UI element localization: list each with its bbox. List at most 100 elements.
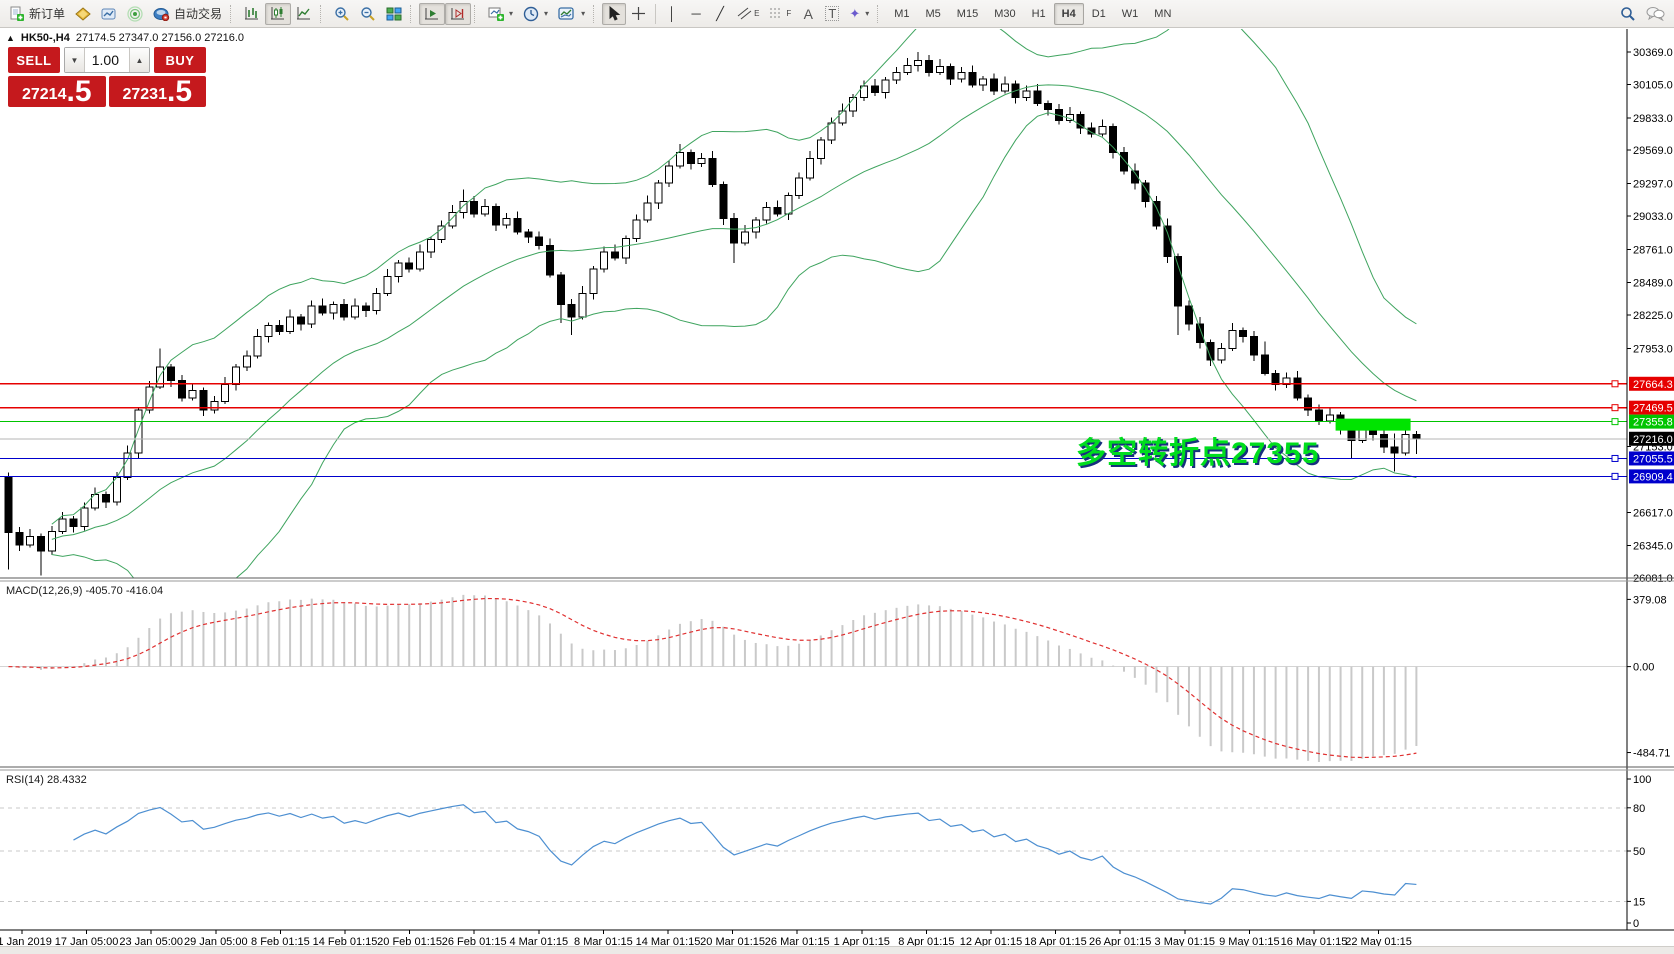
templates-button[interactable]: ▾ [553,3,590,25]
sell-button[interactable]: SELL [8,47,60,73]
auto-scroll-button[interactable] [419,2,446,25]
timeframe-H1[interactable]: H1 [1031,7,1046,20]
crosshair-tool-button[interactable] [626,3,651,25]
level-line-handle[interactable] [1611,454,1619,462]
buy-price-display[interactable]: 27231.5 [108,75,206,108]
level-line-handle[interactable] [1611,404,1619,412]
indicator-dropdown-caret[interactable]: ▾ [509,9,514,18]
timeframe-H4[interactable]: H4 [1053,2,1084,25]
horizontal-line-tool-button[interactable]: ─ [684,3,708,25]
chart-shift-button[interactable] [445,2,472,25]
time-axis-label: 26 Mar 01:15 [765,936,830,948]
volume-value[interactable]: 1.00 [91,52,119,68]
autotrading-icon [153,8,170,21]
chart-shift-icon [451,7,465,19]
cursor-tool-button[interactable] [602,2,627,25]
new-order-button[interactable]: 新订单 [4,3,70,25]
text-tool-button[interactable]: A [796,3,820,25]
toolbar-grip [877,4,883,23]
symbol-collapse-icon[interactable]: ▲ [6,33,15,43]
time-axis-label: 8 Mar 01:15 [574,936,633,948]
rsi-line [73,804,1417,905]
status-bar [0,946,1674,954]
timeframe-D1[interactable]: D1 [1091,7,1106,20]
search-button[interactable] [1615,3,1641,25]
candle-bullish [816,139,825,160]
autotrading-button[interactable]: 自动交易 [148,3,227,25]
candle-bullish [156,366,165,388]
candle-bullish [1228,329,1237,350]
candle-bullish [253,335,262,357]
shapes-dropdown-caret[interactable]: ▾ [865,9,870,18]
candle-bearish [296,316,305,325]
timeframe-W1[interactable]: W1 [1121,7,1139,20]
candle-bullish [210,400,219,411]
market-watch-button[interactable] [96,3,122,25]
add-indicator-button[interactable]: ▾ [483,3,518,25]
templates-dropdown-caret[interactable]: ▾ [581,9,586,18]
bollinger-upper-line [51,29,1417,525]
buy-button[interactable]: BUY [154,47,206,73]
sell-price-display[interactable]: 27214.5 [8,76,106,107]
level-line-handle[interactable] [1611,418,1619,426]
price-tick-label: 26081.0 [1633,573,1673,585]
line-chart-button[interactable] [291,3,317,25]
candle-bullish [881,79,890,93]
timeframe-MN[interactable]: MN [1154,7,1172,20]
vertical-line-tool-button[interactable]: │ [660,3,684,25]
timeframe-M1[interactable]: M1 [894,7,910,20]
volume-increase-button[interactable]: ▲ [129,48,149,72]
current-price-label-box [1629,431,1674,446]
toolbar-grip [593,4,599,23]
candlestick-chart-button[interactable] [265,2,292,25]
market-watch-icon [101,8,116,19]
shapes-icon: ✦ [849,6,861,21]
candle-bearish [1087,127,1096,135]
candle-bearish [1174,256,1183,307]
price-level-label-box [1629,469,1674,484]
fibonacci-tool-button[interactable]: F [764,3,796,25]
candle-bullish [762,207,771,221]
periods-button[interactable]: ▾ [518,3,553,25]
symbol-name: HK50-,H4 [20,32,70,44]
level-line-handle[interactable] [1611,472,1619,480]
candle-bullish [481,205,490,215]
buy-price-main: 27231 [122,86,167,103]
timeframe-M30[interactable]: M30 [994,7,1016,20]
candle-bullish [654,182,663,204]
periods-dropdown-caret[interactable]: ▾ [544,9,549,18]
timeframe-M5[interactable]: M5 [925,7,941,20]
price-level-label-text: 26909.4 [1633,471,1673,483]
rsi-axis-label: 100 [1633,774,1651,786]
candle-bullish [827,122,836,141]
channel-tool-button[interactable]: E [732,3,764,25]
candle-bearish [567,304,576,318]
candle-bullish [751,219,760,233]
zoom-out-button[interactable] [355,3,381,25]
volume-decrease-button[interactable]: ▼ [65,48,85,72]
timeframe-M15[interactable]: M15 [956,7,979,20]
trendline-tool-button[interactable]: ╱ [708,3,732,25]
bar-chart-button[interactable] [239,3,265,25]
shapes-tool-button[interactable]: ✦ ▾ [844,3,874,25]
signals-button[interactable] [122,3,148,25]
time-axis-label: 11 Jan 2019 [0,936,52,948]
level-line-handle[interactable] [1611,380,1619,388]
candle-bullish [58,518,67,533]
price-tick-label: 27153.0 [1633,442,1673,454]
price-tick-label: 26617.0 [1633,507,1673,519]
chat-button[interactable] [1641,3,1670,25]
highlight-bar[interactable] [1335,418,1411,431]
candle-bullish [589,268,598,295]
text-label-tool-button[interactable]: T [820,3,844,25]
candle-bullish [621,237,630,259]
buy-price-fraction: .5 [166,75,193,108]
vertical-line-icon: │ [668,6,677,21]
candle-bullish [1401,434,1410,454]
chart-annotation-text[interactable]: 多空转折点27355 [1076,437,1320,470]
new-order-icon [10,6,24,21]
layouts-button[interactable] [70,3,96,25]
zoom-in-button[interactable] [329,3,355,25]
tile-windows-button[interactable] [381,3,407,25]
